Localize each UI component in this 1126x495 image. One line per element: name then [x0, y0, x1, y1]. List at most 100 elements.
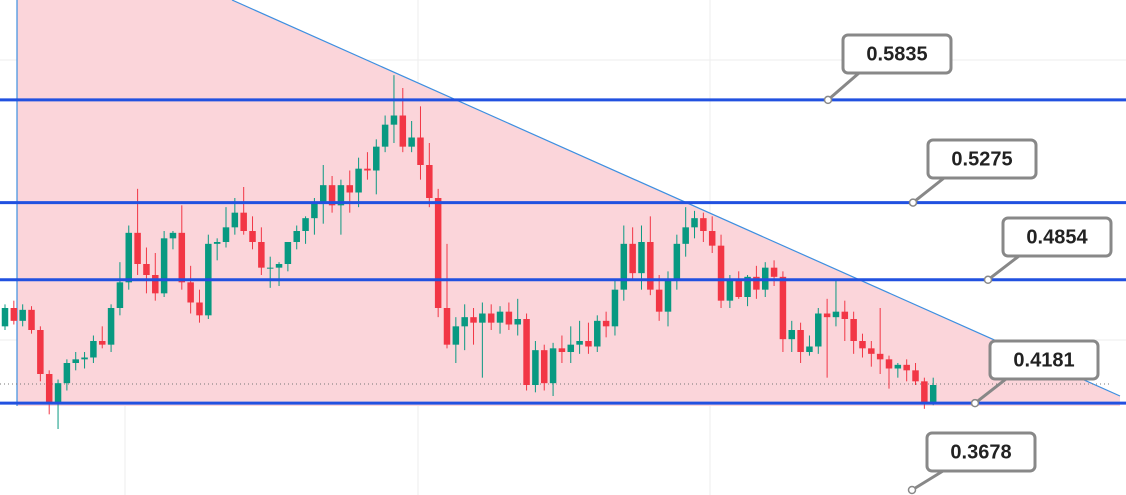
candle-body: [655, 289, 663, 312]
candle-body: [81, 357, 88, 360]
candle-body: [143, 264, 150, 275]
candle-body: [611, 289, 619, 327]
candle-body: [337, 185, 345, 206]
candle-body: [10, 308, 18, 321]
candle-body: [417, 137, 424, 165]
candle-body: [364, 168, 371, 171]
candle-body: [390, 115, 398, 125]
candle-body: [806, 346, 813, 352]
level-label: 0.4181: [1013, 349, 1074, 371]
candle-body: [1, 308, 9, 327]
candle-body: [399, 115, 407, 147]
candle-body: [929, 385, 937, 404]
candle-body: [293, 231, 300, 242]
candle-body: [125, 232, 133, 283]
level-label: 0.5275: [951, 148, 1012, 170]
candle-body: [28, 309, 35, 330]
candle-body: [328, 185, 336, 206]
candle-body: [373, 146, 380, 171]
candle-body: [426, 165, 433, 198]
candle-body: [187, 282, 194, 303]
candle-body: [558, 348, 566, 352]
candle-body: [266, 267, 274, 269]
candle-body: [514, 319, 521, 325]
candle-body: [496, 311, 504, 323]
candle-body: [753, 276, 760, 290]
candle-body: [443, 308, 451, 345]
candle-body: [479, 313, 486, 323]
candle-body: [178, 232, 186, 283]
candle-body: [779, 276, 787, 340]
candle-body: [19, 309, 26, 321]
candle-body: [90, 341, 97, 358]
candle-body: [594, 320, 601, 347]
candle-body: [532, 350, 539, 385]
candle-body: [258, 242, 265, 268]
callout-anchor: [823, 95, 833, 105]
candle-body: [585, 341, 592, 347]
candle-body: [213, 242, 221, 244]
candle-body: [231, 212, 239, 228]
candle-body: [116, 282, 124, 308]
callout-anchor: [908, 198, 918, 207]
candle-body: [72, 359, 79, 363]
candle-body: [797, 330, 804, 352]
candle-body: [708, 231, 716, 246]
candle-body: [700, 218, 707, 231]
candle-body: [346, 185, 354, 193]
candles: [1, 75, 937, 429]
level-label: 0.4854: [1026, 226, 1088, 248]
level-label: 0.3678: [950, 441, 1011, 463]
candle-body: [788, 330, 796, 340]
candle-body: [311, 203, 318, 219]
callout-box: [1001, 216, 1113, 258]
candle-body: [98, 341, 106, 345]
candle-body: [850, 319, 857, 341]
candle-body: [744, 276, 751, 297]
candle-body: [770, 267, 778, 277]
candle-body: [319, 185, 327, 204]
callout-box: [988, 339, 1100, 381]
candle-body: [647, 242, 654, 290]
candle-body: [832, 311, 840, 318]
callout-anchor: [907, 485, 917, 495]
candle-body: [107, 308, 115, 345]
candle-body: [841, 311, 849, 319]
candle-body: [549, 348, 557, 384]
candle-body: [302, 218, 309, 231]
candle-body: [717, 245, 725, 301]
callout-box: [841, 33, 953, 75]
candle-body: [602, 320, 610, 327]
candle-body: [222, 227, 230, 242]
candle-body: [876, 353, 884, 360]
candle-body: [638, 242, 645, 274]
candle-body: [63, 363, 71, 384]
candle-body: [726, 278, 734, 301]
candle-body: [408, 137, 415, 147]
candle-body: [673, 243, 681, 279]
candle-body: [169, 232, 177, 239]
candle-body: [434, 198, 442, 308]
candle-body: [240, 212, 247, 231]
candle-body: [540, 350, 548, 384]
candle-body: [37, 330, 44, 374]
candle-body: [735, 278, 742, 297]
candle-body: [470, 317, 477, 323]
candle-body: [903, 364, 910, 371]
candle-body: [523, 319, 530, 385]
callout-anchor: [983, 275, 993, 285]
candle-body: [196, 302, 203, 316]
candle-body: [823, 313, 831, 318]
candle-body: [682, 227, 689, 244]
candle-body: [381, 124, 389, 147]
candle-body: [620, 243, 628, 290]
candle-body: [134, 232, 141, 264]
levels: 0.5835 0.5275 0.4854 0.4181 0.3678: [0, 33, 1126, 495]
candle-body: [664, 278, 672, 312]
callout-box: [926, 138, 1038, 180]
candle-body: [45, 374, 53, 404]
candle-body: [894, 364, 902, 369]
candle-body: [629, 243, 636, 274]
candle-body: [567, 344, 575, 352]
candle-body: [284, 242, 292, 264]
